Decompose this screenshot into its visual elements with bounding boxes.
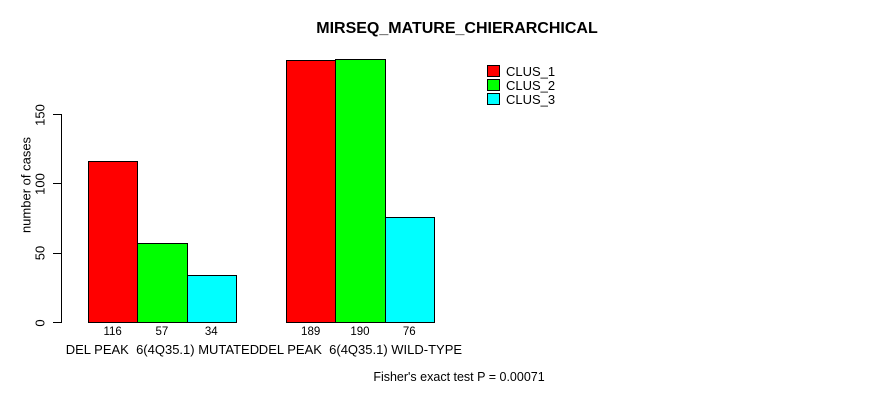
bar-clus_2-group2 [335, 58, 386, 323]
bar-value-clus_1-group1: 116 [103, 326, 122, 338]
bar-clus_2-group1 [137, 242, 188, 323]
bar-clus_1-group1 [88, 161, 139, 323]
y-tick-50 [53, 252, 61, 254]
legend-swatch-clus_2 [487, 79, 500, 91]
bar-clus_3-group2 [384, 216, 435, 323]
x-category-label-2: DEL PEAK 6(4Q35.1) WILD-TYPE [258, 342, 463, 357]
bar-value-clus_2-group2: 190 [350, 326, 370, 338]
y-tick-100 [53, 183, 61, 185]
legend-item-clus_2: CLUS_2 [487, 77, 556, 93]
bar-value-clus_2-group1: 57 [155, 326, 169, 338]
annotation-fishers-test: Fisher's exact test P = 0.00071 [373, 370, 545, 384]
legend-item-clus_1: CLUS_1 [487, 63, 556, 79]
legend-label-clus_2: CLUS_2 [506, 77, 556, 93]
bar-value-clus_1-group2: 189 [301, 326, 321, 338]
y-tick-150 [53, 114, 61, 116]
bar-clus_3-group1 [186, 274, 237, 323]
legend-item-clus_3: CLUS_3 [487, 91, 556, 107]
legend-swatch-clus_3 [487, 93, 500, 105]
legend-label-clus_1: CLUS_1 [506, 63, 556, 79]
y-tick-0 [53, 322, 61, 323]
chart-title: MIRSEQ_MATURE_CHIERARCHICAL [316, 20, 598, 37]
bar-value-clus_3-group2: 76 [402, 326, 416, 338]
x-category-label-1: DEL PEAK 6(4Q35.1) MUTATED [65, 342, 260, 357]
legend: CLUS_1 CLUS_2 CLUS_3 [487, 63, 556, 107]
legend-label-clus_3: CLUS_3 [506, 91, 556, 107]
legend-swatch-clus_1 [487, 65, 500, 77]
bar-value-clus_3-group1: 34 [204, 326, 218, 338]
y-axis-line [61, 114, 62, 323]
